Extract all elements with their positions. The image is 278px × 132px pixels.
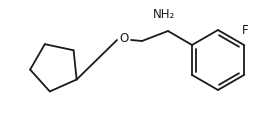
Text: NH₂: NH₂ [153,8,175,21]
Text: O: O [119,32,129,44]
Text: F: F [242,24,248,37]
